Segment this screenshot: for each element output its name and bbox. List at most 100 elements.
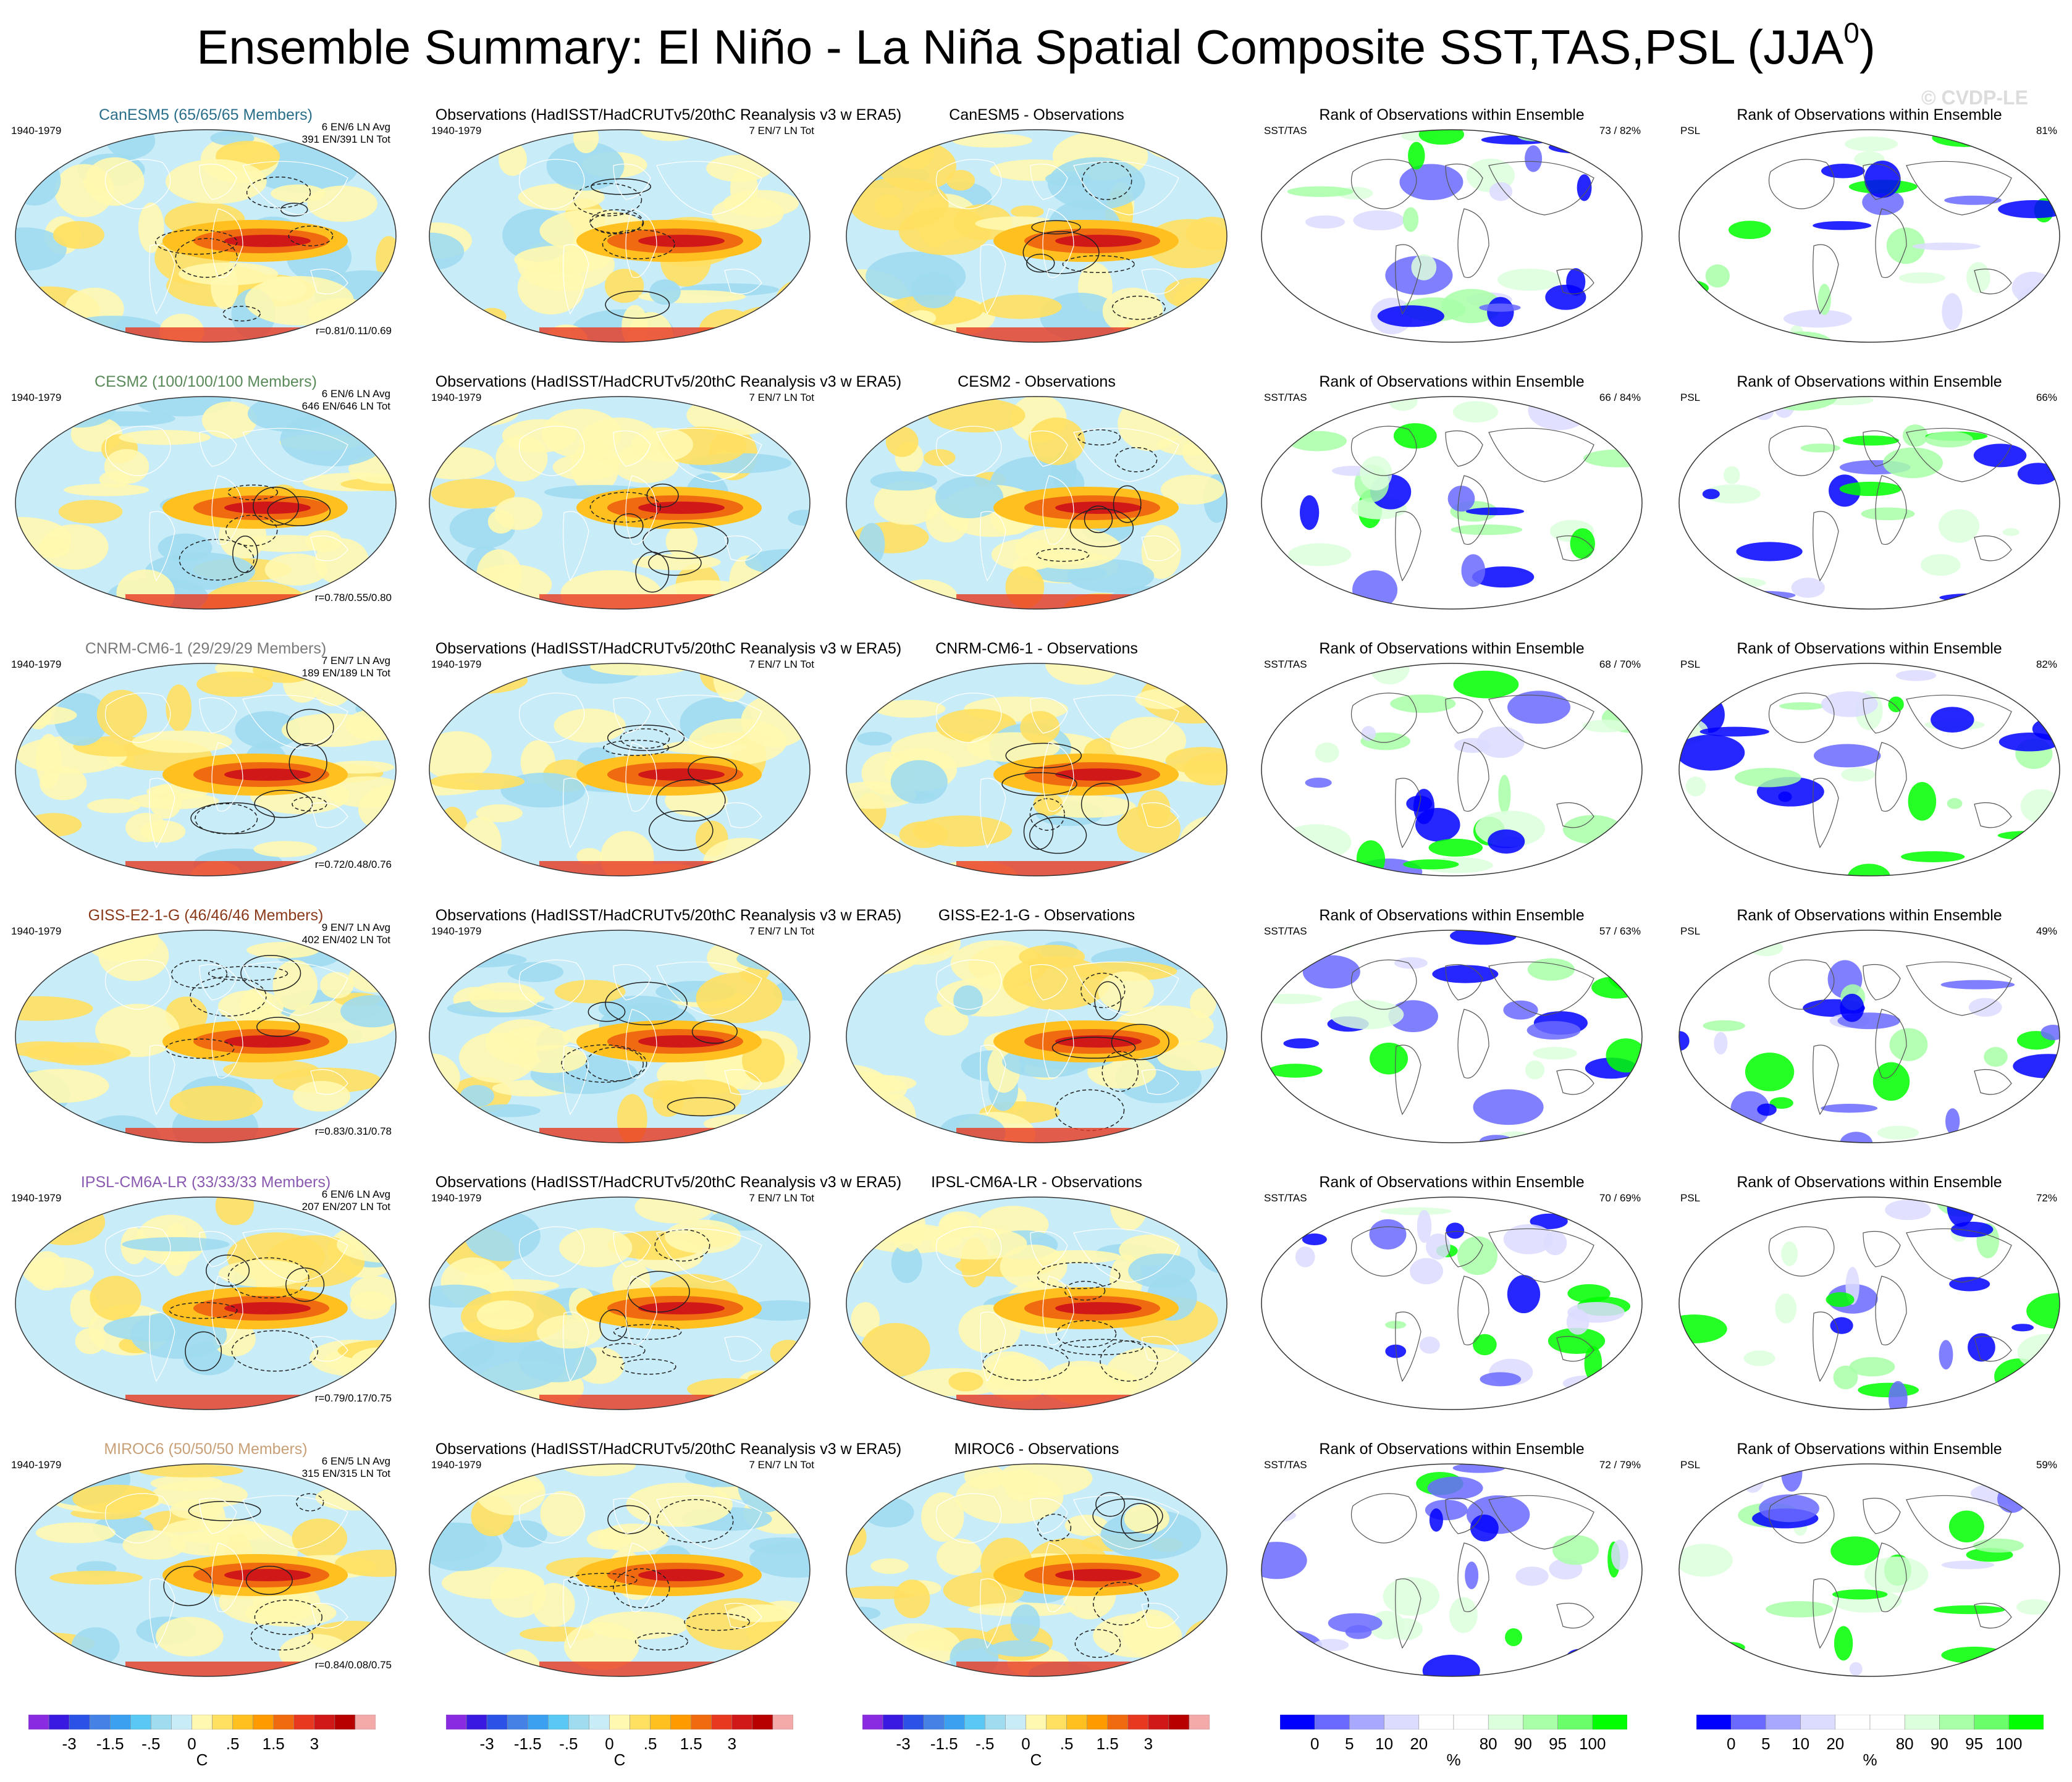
rank-psl-value: 72%	[2036, 1192, 2057, 1204]
colorbar-swatch	[1696, 1715, 1732, 1729]
difference-map	[846, 129, 1228, 343]
colorbar-swatch	[232, 1715, 253, 1729]
rank-sst-map	[1261, 129, 1643, 343]
model-members-title: CESM2 (100/100/100 Members)	[95, 373, 317, 390]
colorbar-swatch	[964, 1715, 985, 1729]
rank-colorbar	[1280, 1715, 1627, 1729]
pattern-correlation: r=0.78/0.55/0.80	[314, 592, 392, 603]
rank-sst-map	[1261, 663, 1643, 876]
colorbar-swatch	[1148, 1715, 1169, 1729]
sst-tas-label: SST/TAS	[1264, 125, 1307, 137]
colorbar-tick-label: 100	[1579, 1734, 1606, 1753]
colorbar-swatch	[731, 1715, 753, 1729]
colorbar-swatch	[192, 1715, 213, 1729]
colorbar-swatch	[507, 1715, 528, 1729]
colorbar-tick-label: 3	[1143, 1734, 1153, 1753]
colorbar-swatch	[1127, 1715, 1149, 1729]
colorbar-swatch	[985, 1715, 1006, 1729]
obs-count: 7 EN/7 LN Tot	[749, 1192, 814, 1204]
temperature-colorbar	[28, 1715, 376, 1729]
colorbar-swatch	[151, 1715, 172, 1729]
colorbar-tick-label: 80	[1479, 1734, 1497, 1753]
difference-map	[846, 930, 1228, 1143]
period-label: 1940-1979	[11, 658, 62, 670]
colorbar-swatch	[1869, 1715, 1905, 1729]
ensemble-tot-count: 189 EN/189 LN Tot	[301, 667, 390, 679]
colorbar-swatch	[1418, 1715, 1454, 1729]
colorbar-swatch	[253, 1715, 274, 1729]
colorbar-tick-label: 3	[727, 1734, 737, 1753]
colorbar-swatch	[903, 1715, 924, 1729]
ensemble-tot-count: 391 EN/391 LN Tot	[301, 133, 390, 145]
rank-sst-map	[1261, 930, 1643, 1143]
colorbar-tick-label: 0	[1726, 1734, 1736, 1753]
ensemble-avg-count: 9 EN/7 LN Avg	[321, 922, 390, 933]
colorbar-tick-label: -3	[62, 1734, 77, 1753]
colorbar-swatch	[609, 1715, 630, 1729]
colorbar-tick-label: 95	[1549, 1734, 1567, 1753]
pattern-correlation: r=0.72/0.48/0.76	[314, 859, 392, 870]
page-title: Ensemble Summary: El Niño - La Niña Spat…	[196, 17, 1876, 74]
difference-title: CESM2 - Observations	[958, 373, 1116, 390]
period-label: 1940-1979	[11, 1192, 62, 1204]
colorbar-swatch	[711, 1715, 733, 1729]
pattern-correlation: r=0.79/0.17/0.75	[314, 1392, 392, 1404]
ensemble-mean-map	[15, 663, 397, 876]
colorbar-swatch	[28, 1715, 49, 1729]
colorbar-units: %	[1446, 1750, 1461, 1769]
rank-sst-map	[1261, 1196, 1643, 1410]
ensemble-tot-count: 402 EN/402 LN Tot	[301, 934, 390, 946]
ensemble-tot-count: 646 EN/646 LN Tot	[301, 400, 390, 412]
observations-map	[429, 129, 811, 343]
colorbar-swatch	[527, 1715, 549, 1729]
colorbar-tick-label: 100	[1995, 1734, 2023, 1753]
ensemble-mean-map	[15, 129, 397, 343]
colorbar-swatch	[670, 1715, 691, 1729]
colorbar-swatch	[314, 1715, 335, 1729]
colorbar-swatch	[1488, 1715, 1523, 1729]
colorbar-swatch	[1835, 1715, 1871, 1729]
obs-count: 7 EN/7 LN Tot	[749, 125, 814, 137]
rank-psl-map	[1678, 1463, 2060, 1677]
ensemble-avg-count: 7 EN/7 LN Avg	[321, 655, 390, 666]
difference-map	[846, 663, 1228, 876]
colorbar-swatch	[1087, 1715, 1108, 1729]
colorbar-tick-label: -1.5	[930, 1734, 958, 1753]
colorbar-swatch	[273, 1715, 295, 1729]
rank-sst-value: 68 / 70%	[1599, 658, 1641, 670]
rank-psl-map	[1678, 1196, 2060, 1410]
colorbar-tick-label: -.5	[141, 1734, 161, 1753]
colorbar-swatch	[1189, 1715, 1210, 1729]
ensemble-avg-count: 6 EN/6 LN Avg	[321, 121, 390, 133]
colorbar-tick-label: 1.5	[680, 1734, 702, 1753]
colorbar-swatch	[355, 1715, 376, 1729]
colorbar-swatch	[212, 1715, 233, 1729]
observations-map	[429, 1196, 811, 1410]
colorbar-swatch	[862, 1715, 883, 1729]
observations-map	[429, 663, 811, 876]
colorbar-swatch	[1168, 1715, 1190, 1729]
rank-psl-map	[1678, 663, 2060, 876]
colorbar-swatch	[1939, 1715, 1974, 1729]
colorbar-tick-label: 0	[1310, 1734, 1320, 1753]
period-label: 1940-1979	[11, 1459, 62, 1471]
temperature-colorbar	[446, 1715, 793, 1729]
model-members-title: IPSL-CM6A-LR (33/33/33 Members)	[80, 1174, 331, 1191]
obs-count: 7 EN/7 LN Tot	[749, 658, 814, 670]
model-members-title: MIROC6 (50/50/50 Members)	[104, 1440, 308, 1458]
colorbar-tick-label: 10	[1375, 1734, 1394, 1753]
colorbar-swatch	[1730, 1715, 1766, 1729]
observations-title: Observations (HadISST/HadCRUTv5/20thC Re…	[435, 640, 902, 657]
colorbar-swatch	[89, 1715, 111, 1729]
colorbar-swatch	[446, 1715, 467, 1729]
rank-sst-value: 72 / 79%	[1599, 1459, 1641, 1471]
period-label: 1940-1979	[11, 925, 62, 937]
difference-map	[846, 396, 1228, 610]
rank-title: Rank of Observations within Ensemble	[1737, 1174, 2002, 1191]
period-label: 1940-1979	[431, 1192, 482, 1204]
colorbar-units: %	[1863, 1750, 1877, 1769]
period-label: 1940-1979	[431, 658, 482, 670]
pattern-correlation: r=0.81/0.11/0.69	[315, 325, 392, 337]
colorbar-swatch	[548, 1715, 569, 1729]
colorbar-tick-label: .5	[643, 1734, 657, 1753]
